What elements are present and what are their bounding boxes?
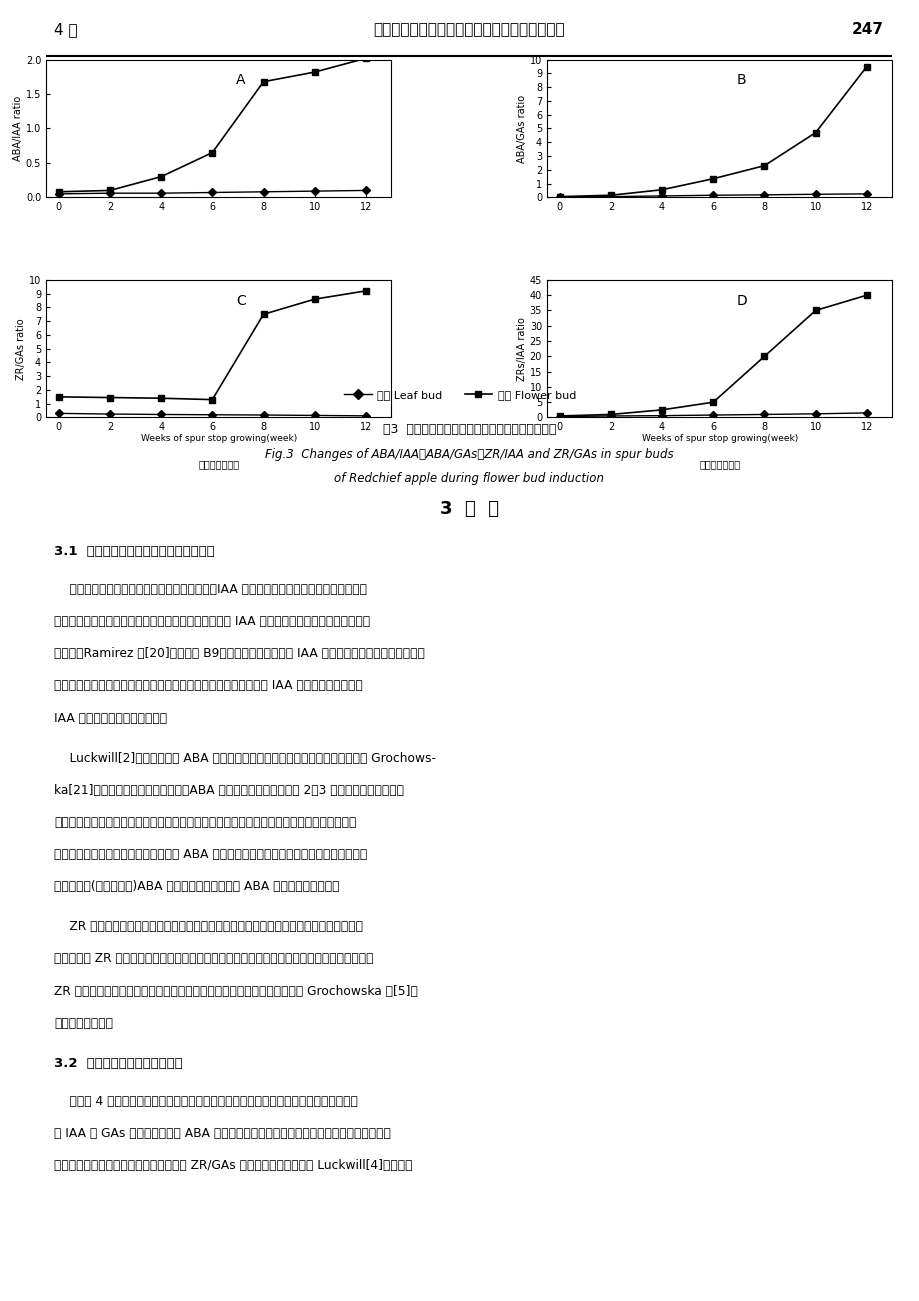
Text: A: A (236, 73, 245, 87)
Text: 用日本梨为试材的研究发现，易成花的丰水梨比不易成花的新水梨 IAA 含量低。为此，说明: 用日本梨为试材的研究发现，易成花的丰水梨比不易成花的新水梨 IAA 含量低。为此… (54, 679, 363, 692)
Text: B: B (736, 73, 745, 87)
X-axis label: Weeks of spur stop growing(week): Weeks of spur stop growing(week) (141, 433, 297, 442)
Text: 图3  首红苹果花芽孕育过程中内源激素比例的变化: 图3 首红苹果花芽孕育过程中内源激素比例的变化 (382, 423, 555, 436)
Y-axis label: ZRs/IAA ratio: ZRs/IAA ratio (516, 316, 527, 381)
Text: C: C (236, 294, 245, 307)
Text: ka[21]报道，苹果有果短枝叶片中，ABA 物质的含量比无果短枝高 2～3 倍。由于无果短枝能分: ka[21]报道，苹果有果短枝叶片中，ABA 物质的含量比无果短枝高 2～3 倍… (54, 783, 404, 796)
Text: ZR 能促进果树花芽分化，在花芽生理分化期，花芽中细胞分裂素含量下降但仍处于高水: ZR 能促进果树花芽分化，在花芽生理分化期，花芽中细胞分裂素含量下降但仍处于高水 (54, 920, 363, 933)
Text: Fig.3  Changes of ABA/IAA，ABA/GAs，ZR/IAA and ZR/GAs in spur buds: Fig.3 Changes of ABA/IAA，ABA/GAs，ZR/IAA … (265, 448, 673, 461)
Text: 平；叶芽中 ZR 含量下降到极低水平，到形态分化后，始终保持低水平；而花芽在花原基形成时: 平；叶芽中 ZR 含量下降到极低水平，到形态分化后，始终保持低水平；而花芽在花原… (54, 952, 373, 965)
Text: IAA 的低水平是有利于成花的。: IAA 的低水平是有利于成花的。 (54, 712, 167, 725)
Legend: 叶芽 Leaf bud, 花芽 Flower bud: 叶芽 Leaf bud, 花芽 Flower bud (339, 385, 580, 405)
Text: 期 IAA 与 GAs 含量急剧下降与 ABA 含量急剧上升呈拮抗性平衡状态。表明激素间在成花过: 期 IAA 与 GAs 含量急剧下降与 ABA 含量急剧上升呈拮抗性平衡状态。表… (54, 1127, 391, 1140)
Text: 曹尚银等：苹果花芽孕育过程中内源激素的变化: 曹尚银等：苹果花芽孕育过程中内源激素的变化 (373, 22, 564, 36)
Text: D: D (736, 294, 747, 307)
Text: Luckwill[2]指出，必须把 ABA 看作是一种来自叶片的促进成花的重要激素。但 Grochows-: Luckwill[2]指出，必须把 ABA 看作是一种来自叶片的促进成花的重要激… (54, 752, 436, 765)
Y-axis label: ABA/GAs ratio: ABA/GAs ratio (516, 95, 527, 163)
Text: of Redchief apple during flower bud induction: of Redchief apple during flower bud indu… (334, 472, 604, 485)
Text: 无关。从本试验中看到花芽生理分化期 ABA 含量急剧上升，形态分化后还处于一个较高的水: 无关。从本试验中看到花芽生理分化期 ABA 含量急剧上升，形态分化后还处于一个较… (54, 848, 368, 861)
Text: 短枝停长后周数: 短枝停长后周数 (698, 459, 740, 468)
Text: 247: 247 (851, 22, 883, 36)
Text: 相一致。Ramirez 等[20]发现，喷 B9后抑制了生长，降低了 IAA 含量，同时促进了成花。伴野等: 相一致。Ramirez 等[20]发现，喷 B9后抑制了生长，降低了 IAA 含… (54, 648, 425, 660)
Text: 从上述 4 种内源激素含量在苹果花芽孕育过程中的变化可以看出：在苹果花芽生理分化: 从上述 4 种内源激素含量在苹果花芽孕育过程中的变化可以看出：在苹果花芽生理分化 (54, 1094, 357, 1107)
Y-axis label: ZR/GAs ratio: ZR/GAs ratio (17, 317, 26, 380)
Text: 4 期: 4 期 (54, 22, 78, 36)
Text: 3.2  内源激素平衡与成花的关系: 3.2 内源激素平衡与成花的关系 (54, 1056, 183, 1069)
X-axis label: Weeks of spur stop growing(week): Weeks of spur stop growing(week) (641, 433, 797, 442)
Text: 从上述试验结果可以看出，花芽生理分化期，IAA 含量急剧下降，到形态分化开始时降到: 从上述试验结果可以看出，花芽生理分化期，IAA 含量急剧下降，到形态分化开始时降… (54, 583, 367, 596)
Text: 化出花芽，所以认为苹果叶片中这种物质的含量与结果短枝中的营养生长有关，而与生殖生长: 化出花芽，所以认为苹果叶片中这种物质的含量与结果短枝中的营养生长有关，而与生殖生… (54, 816, 357, 829)
Text: 平，而叶芽(无叶片短枝)ABA 含量处于低水平，表明 ABA 高含量有利于成花。: 平，而叶芽(无叶片短枝)ABA 含量处于低水平，表明 ABA 高含量有利于成花。 (54, 881, 340, 894)
Text: 最低水平，以后保持相对稳定的低水平，说明低水平的 IAA 有利于成花。这和前人的试验结果: 最低水平，以后保持相对稳定的低水平，说明低水平的 IAA 有利于成花。这和前人的… (54, 615, 370, 628)
Text: 短枝停长后周数: 短枝停长后周数 (198, 459, 239, 468)
Text: 程中的作用是相互制约的。在生理分化期 ZR/GAs 上升，达到最大。这为 Luckwill[4]的临界细: 程中的作用是相互制约的。在生理分化期 ZR/GAs 上升，达到最大。这为 Luc… (54, 1159, 413, 1172)
Text: 苹果上试验一致。: 苹果上试验一致。 (54, 1017, 113, 1030)
Text: ZR 含量急剧上升，保持高水平，以促进花原基的进一步分化。这一结果与 Grochowska 等[5]在: ZR 含量急剧上升，保持高水平，以促进花原基的进一步分化。这一结果与 Groch… (54, 985, 418, 998)
Text: 3.1  苹果芽中内源激素含量与成花的关系: 3.1 苹果芽中内源激素含量与成花的关系 (54, 545, 215, 558)
Y-axis label: ABA/IAA ratio: ABA/IAA ratio (13, 96, 23, 161)
Text: 3  讨  论: 3 讨 论 (439, 500, 498, 518)
